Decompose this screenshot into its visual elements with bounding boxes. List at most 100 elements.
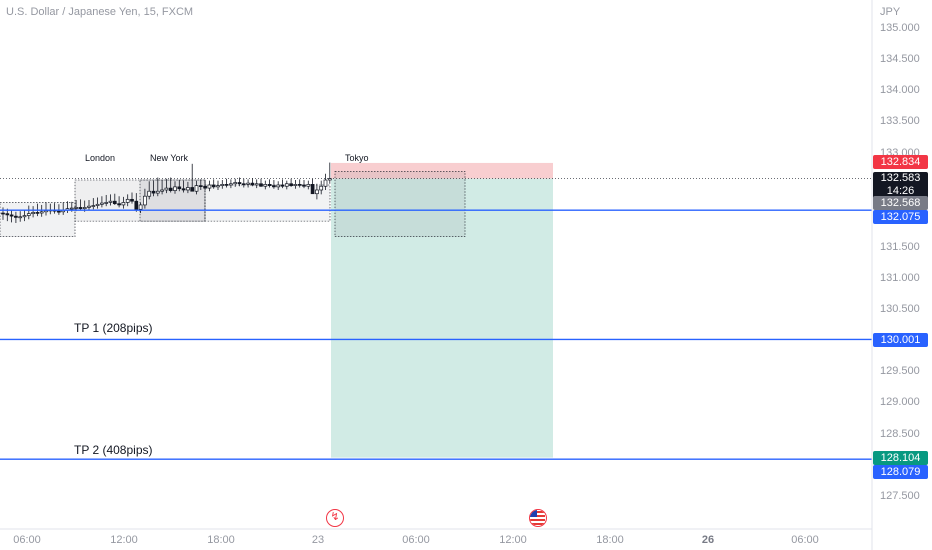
candle-body <box>181 188 186 191</box>
stop-loss-zone <box>331 162 553 179</box>
time-tick: 18:00 <box>596 534 624 546</box>
candle-body <box>117 203 121 206</box>
candle-body <box>289 183 293 186</box>
candle-body <box>151 190 156 194</box>
candle-body <box>186 187 190 191</box>
candle-body <box>224 184 229 186</box>
candle-body <box>177 186 182 190</box>
time-tick: 18:00 <box>207 534 235 546</box>
time-tick: 12:00 <box>110 534 138 546</box>
candle-body <box>323 179 328 187</box>
candle-body <box>134 200 139 210</box>
candle-body <box>112 200 117 205</box>
candle-body <box>198 185 203 187</box>
candle-body <box>272 185 276 188</box>
candle-body <box>190 187 195 192</box>
candle-body <box>108 200 113 203</box>
candle-body <box>26 213 31 216</box>
candle-body <box>87 205 91 208</box>
session-label-tokyo: Tokyo <box>345 153 369 163</box>
entry-line-price-tag: 132.075 <box>873 210 928 224</box>
candle-body <box>220 184 225 186</box>
candle-body <box>207 184 212 189</box>
candle-body <box>250 182 255 186</box>
price-tick: 134.000 <box>880 84 920 96</box>
lightning-icon[interactable]: ↯ <box>326 509 344 527</box>
time-tick: 06:00 <box>13 534 41 546</box>
candle-body <box>78 207 83 210</box>
session-label-new-york: New York <box>150 153 189 163</box>
candle-body <box>237 182 242 185</box>
candle-body <box>315 189 319 195</box>
time-tick: 23 <box>311 534 325 546</box>
late-session-box <box>204 184 331 222</box>
candle-body <box>39 211 44 214</box>
position-zones[interactable] <box>331 162 553 458</box>
candle-body <box>306 184 311 187</box>
candle-body <box>9 214 14 217</box>
tokyo-session-box <box>334 170 466 238</box>
candle-series <box>1 162 332 223</box>
horizontal-lines[interactable] <box>0 178 872 460</box>
candle-body <box>74 207 78 209</box>
candle-body <box>130 198 134 202</box>
candle-body <box>284 183 289 187</box>
currency-label: JPY <box>880 6 901 18</box>
tp1-line-price-tag: 130.001 <box>873 333 928 347</box>
price-tick: 130.500 <box>880 303 920 315</box>
candle-body <box>91 205 96 207</box>
candle-body <box>229 183 233 186</box>
last-price-value: 132.583 <box>880 172 921 184</box>
session-label-london: London <box>85 153 116 163</box>
tp1-annotation[interactable]: TP 1 (208pips) <box>74 321 153 335</box>
candle-body <box>276 184 281 188</box>
candle-body <box>310 184 315 195</box>
candle-body <box>216 185 220 188</box>
bar-countdown: 14:26 <box>886 185 915 197</box>
candle-body <box>280 184 285 187</box>
candle-body <box>254 183 259 186</box>
candle-body <box>164 187 169 191</box>
time-tick: 06:00 <box>402 534 430 546</box>
price-tick: 135.000 <box>880 22 920 34</box>
price-tick: 129.500 <box>880 365 920 377</box>
price-tick: 133.500 <box>880 115 920 127</box>
candle-body <box>155 190 160 194</box>
price-tick: 129.000 <box>880 396 920 408</box>
price-tick: 127.500 <box>880 490 920 502</box>
price-tick: 131.500 <box>880 241 920 253</box>
candle-body <box>211 184 216 188</box>
candle-body <box>173 186 177 191</box>
tp2-annotation[interactable]: TP 2 (408pips) <box>74 443 153 457</box>
candle-body <box>297 184 302 186</box>
price-tick: 131.000 <box>880 272 920 284</box>
candle-body <box>302 184 306 187</box>
candle-body <box>69 207 74 210</box>
new-york-session-box <box>139 179 206 222</box>
tp2-line-price-tag: 128.079 <box>873 465 928 479</box>
candle-body <box>121 202 126 206</box>
candle-body <box>246 182 250 185</box>
candle-body <box>194 185 199 192</box>
last-price-tag: 132.583 14:26 <box>873 172 928 200</box>
us-flag-icon[interactable] <box>529 509 547 527</box>
target-price-tag: 128.104 <box>873 451 928 465</box>
candle-body <box>267 184 272 186</box>
candle-body <box>5 213 10 216</box>
candle-body <box>31 212 35 215</box>
candle-body <box>160 189 164 192</box>
symbol-title[interactable]: U.S. Dollar / Japanese Yen, 15, FXCM <box>6 6 194 18</box>
candle-body <box>104 202 109 204</box>
candle-body <box>147 190 152 197</box>
candle-body <box>259 183 263 187</box>
candle-body <box>168 187 173 191</box>
candle-body <box>1 212 5 215</box>
stop-loss-price-tag: 132.834 <box>873 155 928 169</box>
candle-body <box>22 215 27 218</box>
candle-body <box>95 203 100 206</box>
candle-body <box>35 212 40 214</box>
candle-body <box>100 202 104 205</box>
candle-body <box>293 184 298 186</box>
candle-body <box>143 195 147 206</box>
